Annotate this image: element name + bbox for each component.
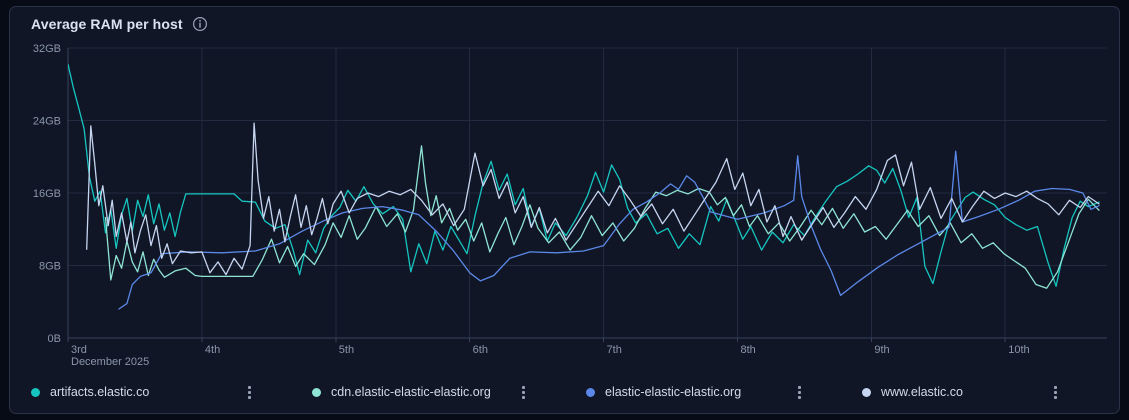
kebab-menu-icon [522,395,525,399]
kebab-menu-icon [522,385,525,389]
kebab-menu-icon [248,385,251,389]
legend-series-dot-icon [586,387,595,397]
panel-header: Average RAM per host [31,13,209,35]
kebab-menu-icon [248,390,251,394]
axis-lines [67,48,1107,342]
y-axis-tick-label: 32GB [33,43,61,55]
legend-item: cdn.elastic-elastic-elastic.org [287,380,561,404]
info-button[interactable] [191,15,209,33]
legend-item: www.elastic.co [837,380,1121,404]
legend-item-menu-button[interactable] [796,384,803,401]
y-axis-tick-label: 8GB [39,261,61,273]
x-axis-tick-label: 3rd [71,344,87,356]
legend-item-menu-button[interactable] [246,384,253,401]
chart-panel: Average RAM per host 0B 8GB 16GB 24GB 32GB 3r… [9,6,1120,414]
legend-series-label[interactable]: elastic-elastic-elastic.org [605,385,742,399]
kebab-menu-icon [798,385,801,389]
x-axis-tick-label: 8th [740,344,755,356]
series-lines [68,63,1100,310]
x-axis-tick-label: 4th [205,344,220,356]
legend-item: elastic-elastic-elastic.org [561,380,837,404]
panel-title: Average RAM per host [31,16,183,32]
x-axis-tick-label: 6th [473,344,488,356]
legend-series-label[interactable]: www.elastic.co [881,385,963,399]
x-axis-tick-label: 5th [339,344,354,356]
series-line-www.elastic.co[interactable] [86,122,1100,276]
series-line-cdn.elastic-elastic-elastic.org[interactable] [104,145,1100,289]
x-axis-tick-sublabel: December 2025 [71,356,149,368]
x-axis-tick-label: 7th [607,344,622,356]
kebab-menu-icon [522,390,525,394]
kebab-menu-icon [798,390,801,394]
info-icon [192,16,208,32]
gridlines [68,47,1107,338]
kebab-menu-icon [1054,395,1057,399]
kebab-menu-icon [248,395,251,399]
kebab-menu-icon [798,395,801,399]
chart-legend: artifacts.elastic.co cdn.elastic-elastic-… [10,379,1121,405]
kebab-menu-icon [1054,390,1057,394]
y-axis-tick-label: 16GB [33,188,61,200]
x-axis-tick-label: 9th [874,344,889,356]
y-axis-tick-label: 24GB [33,116,61,128]
legend-series-label[interactable]: cdn.elastic-elastic-elastic.org [331,385,491,399]
series-line-artifacts.elastic.co[interactable] [68,63,1100,287]
legend-item-menu-button[interactable] [1052,384,1059,401]
legend-series-label[interactable]: artifacts.elastic.co [50,385,150,399]
series-line-elastic-elastic-elastic.org[interactable] [118,150,1100,310]
legend-series-dot-icon [862,387,871,397]
kebab-menu-icon [1054,385,1057,389]
legend-item-menu-button[interactable] [520,384,527,401]
legend-series-dot-icon [31,387,40,397]
legend-item: artifacts.elastic.co [10,380,287,404]
legend-series-dot-icon [312,387,321,397]
x-axis-tick-label: 10th [1008,344,1029,356]
y-axis-tick-label: 0B [48,333,61,345]
